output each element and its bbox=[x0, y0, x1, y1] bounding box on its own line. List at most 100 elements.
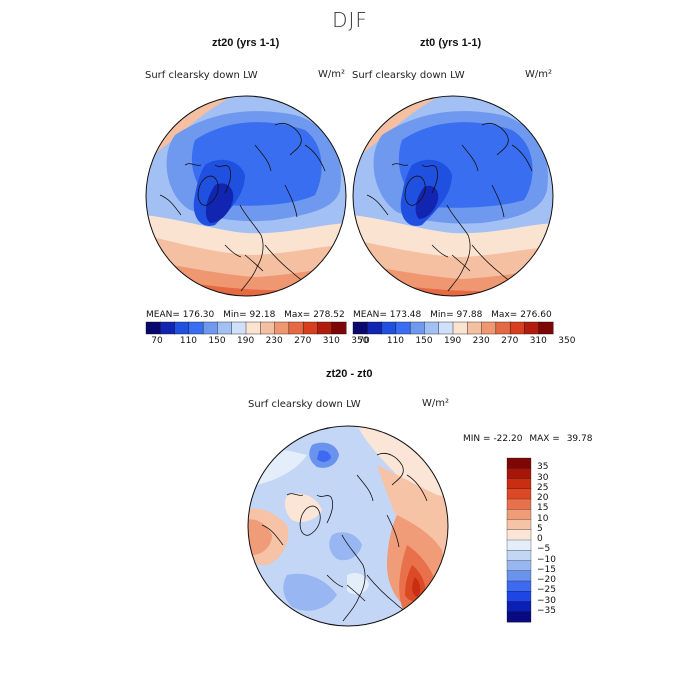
colorbar-tick-label: −30 bbox=[537, 595, 556, 606]
colorbar-tick-label: 70 bbox=[151, 336, 163, 346]
colorbar-swatch bbox=[506, 550, 532, 561]
colorbar-swatch bbox=[188, 321, 204, 335]
colorbar-tick-label: 25 bbox=[537, 482, 549, 493]
colorbar-tick-label: 20 bbox=[537, 493, 549, 503]
colorbar-tick-label: 30 bbox=[537, 472, 549, 483]
colorbar-tick-label: 270 bbox=[294, 336, 312, 346]
colorbar-tick-label: 110 bbox=[386, 336, 405, 346]
panel-2-colorbar bbox=[352, 321, 554, 335]
colorbar-tick-label: −10 bbox=[537, 554, 556, 565]
panel-3-units-label: W/m² bbox=[422, 398, 450, 409]
colorbar-swatch bbox=[452, 321, 468, 335]
colorbar-tick-label: 10 bbox=[537, 513, 549, 524]
colorbar-swatch bbox=[302, 321, 318, 335]
colorbar-tick-label: 230 bbox=[472, 336, 490, 346]
panel-1-units-label: W/m² bbox=[318, 69, 346, 80]
panel-2-stats: MEAN= 173.48 Min= 97.88 Max= 276.60 bbox=[353, 310, 552, 320]
colorbar-swatch bbox=[538, 321, 554, 335]
colorbar-tick-label: 190 bbox=[237, 336, 255, 346]
colorbar-swatch bbox=[495, 321, 511, 335]
colorbar-swatch bbox=[506, 478, 532, 490]
panel-1-polar-map bbox=[145, 95, 347, 297]
colorbar-swatch bbox=[160, 321, 176, 335]
colorbar-swatch bbox=[274, 321, 290, 335]
panel-3-max-value: 39.78 bbox=[566, 434, 593, 444]
colorbar-tick-label: 5 bbox=[537, 523, 543, 534]
colorbar-swatch bbox=[506, 601, 532, 613]
colorbar-tick-label: −35 bbox=[537, 605, 556, 616]
colorbar-swatch bbox=[509, 321, 525, 335]
colorbar-swatch bbox=[145, 321, 161, 335]
panel-3-stats: MIN = -22.20 MAX = 39.78 bbox=[463, 434, 592, 444]
colorbar-swatch bbox=[506, 519, 532, 531]
panel-3-title: zt20 - zt0 bbox=[326, 368, 373, 380]
panel-1-stats: MEAN= 176.30 Min= 92.18 Max= 278.52 bbox=[146, 310, 345, 320]
colorbar-swatch bbox=[506, 611, 532, 623]
colorbar-tick-label: 35 bbox=[537, 462, 549, 473]
colorbar-swatch bbox=[424, 321, 440, 335]
colorbar-swatch bbox=[395, 321, 411, 335]
colorbar-swatch bbox=[381, 321, 397, 335]
colorbar-tick-label: 230 bbox=[265, 336, 283, 346]
colorbar-swatch bbox=[367, 321, 383, 335]
colorbar-tick-label: 110 bbox=[179, 336, 198, 346]
colorbar-tick-label: 190 bbox=[444, 336, 462, 346]
colorbar-swatch bbox=[260, 321, 276, 335]
panel-1-colorbar bbox=[145, 321, 347, 335]
colorbar-swatch bbox=[506, 580, 532, 592]
panel-1-mean-label: MEAN= bbox=[146, 310, 180, 320]
panel-2-min-label: Min= bbox=[430, 310, 454, 320]
colorbar-swatch bbox=[506, 529, 532, 541]
colorbar-tick-label: 70 bbox=[358, 336, 370, 346]
panel-3-colorbar bbox=[506, 457, 532, 623]
colorbar-tick-label: 310 bbox=[322, 336, 340, 346]
colorbar-swatch bbox=[231, 321, 247, 335]
panel-1-max-label: Max= bbox=[284, 310, 311, 320]
colorbar-tick-label: 310 bbox=[529, 336, 547, 346]
colorbar-swatch bbox=[174, 321, 190, 335]
panel-1-max-value: 278.52 bbox=[313, 310, 345, 320]
colorbar-swatch bbox=[317, 321, 333, 335]
colorbar-swatch bbox=[467, 321, 483, 335]
panel-1-min-label: Min= bbox=[223, 310, 247, 320]
colorbar-tick-label: 350 bbox=[351, 336, 369, 346]
colorbar-swatch bbox=[506, 468, 532, 479]
colorbar-tick-label: −20 bbox=[537, 575, 556, 585]
panel-2-polar-map bbox=[352, 95, 554, 297]
colorbar-swatch bbox=[506, 488, 532, 500]
colorbar-swatch bbox=[506, 560, 532, 572]
colorbar-tick-label: −5 bbox=[537, 544, 551, 555]
colorbar-swatch bbox=[506, 539, 532, 551]
panel-2-mean-label: MEAN= bbox=[353, 310, 387, 320]
panel-3-polar-map bbox=[247, 425, 449, 627]
colorbar-tick-label: −25 bbox=[537, 585, 556, 596]
panel-2-variable-label: Surf clearsky down LW bbox=[352, 70, 465, 81]
colorbar-swatch bbox=[288, 321, 304, 335]
panel-2-title: zt0 (yrs 1-1) bbox=[420, 37, 482, 49]
page-title: DJF bbox=[332, 8, 368, 32]
colorbar-swatch bbox=[506, 570, 532, 582]
colorbar-swatch bbox=[438, 321, 454, 335]
colorbar-swatch bbox=[409, 321, 425, 335]
panel-2-max-value: 276.60 bbox=[520, 310, 552, 320]
colorbar-swatch bbox=[524, 321, 540, 335]
colorbar-swatch bbox=[506, 591, 532, 602]
panel-1-variable-label: Surf clearsky down LW bbox=[145, 70, 258, 81]
panel-1-min-value: 92.18 bbox=[249, 310, 276, 320]
colorbar-tick-label: 350 bbox=[558, 336, 576, 346]
panel-1-mean-value: 176.30 bbox=[182, 310, 215, 320]
panel-2-mean-value: 173.48 bbox=[389, 310, 422, 320]
colorbar-swatch bbox=[331, 321, 347, 335]
colorbar-tick-label: 270 bbox=[501, 336, 519, 346]
colorbar-swatch bbox=[217, 321, 233, 335]
colorbar-tick-label: 150 bbox=[415, 336, 433, 346]
colorbar-tick-label: 15 bbox=[537, 503, 549, 514]
colorbar-swatch bbox=[245, 321, 261, 335]
panel-3-min-value: -22.20 bbox=[493, 434, 523, 444]
colorbar-swatch bbox=[481, 321, 497, 335]
panel-2-min-value: 97.88 bbox=[456, 310, 483, 320]
panel-1-title: zt20 (yrs 1-1) bbox=[212, 37, 280, 49]
colorbar-tick-label: −15 bbox=[537, 564, 556, 575]
colorbar-swatch bbox=[352, 321, 368, 335]
panel-3-max-label: MAX = bbox=[529, 434, 560, 444]
